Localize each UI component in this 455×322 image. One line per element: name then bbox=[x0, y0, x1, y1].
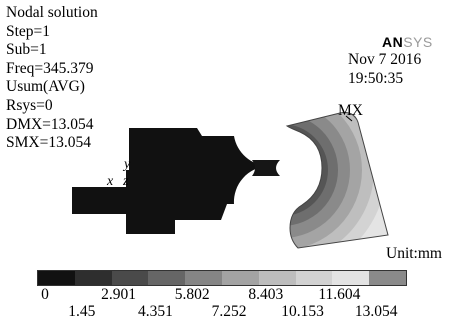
info-rsys: Rsys=0 bbox=[6, 96, 53, 114]
info-sub: Sub=1 bbox=[6, 41, 47, 59]
legend-bottom-label: 7.252 bbox=[211, 303, 247, 320]
legend-top-label: 2.901 bbox=[101, 286, 137, 303]
logo-an: AN bbox=[382, 34, 404, 50]
info-step: Step=1 bbox=[6, 22, 51, 40]
legend-bottom-label: 1.45 bbox=[68, 303, 96, 320]
legend-swatch-3 bbox=[148, 271, 186, 285]
info-usum: Usum(AVG) bbox=[6, 78, 85, 96]
contour-legend bbox=[37, 270, 407, 286]
legend-top-label: 11.604 bbox=[318, 286, 361, 303]
info-dmx: DMX=13.054 bbox=[6, 115, 94, 133]
legend-top-label: 5.802 bbox=[174, 286, 210, 303]
legend-top-label: 8.403 bbox=[248, 286, 284, 303]
axis-y-label: y bbox=[124, 157, 131, 172]
legend-swatch-7 bbox=[295, 271, 333, 285]
info-smx: SMX=13.054 bbox=[6, 134, 91, 152]
axis-z-label: z bbox=[123, 174, 129, 189]
legend-top-label: 0 bbox=[41, 286, 49, 303]
info-title: Nodal solution bbox=[6, 4, 98, 21]
logo-sys: SYS bbox=[403, 34, 433, 50]
legend-swatch-4 bbox=[185, 271, 222, 285]
legend-bottom-label: 10.153 bbox=[281, 303, 324, 320]
axis-x-label: x bbox=[107, 174, 114, 189]
model-neck bbox=[252, 160, 280, 176]
info-freq: Freq=345.379 bbox=[6, 59, 94, 77]
time-label: 19:50:35 bbox=[348, 70, 404, 87]
solution-info: Nodal solution Step=1 Sub=1 Freq=345.379… bbox=[6, 4, 98, 153]
legend-swatch-0 bbox=[38, 271, 75, 285]
legend-swatch-9 bbox=[369, 271, 406, 285]
legend-swatch-8 bbox=[332, 271, 370, 285]
max-label: MX bbox=[338, 102, 363, 119]
legend-swatch-5 bbox=[221, 271, 259, 285]
legend-bottom-label: 4.351 bbox=[137, 303, 173, 320]
model-left-body bbox=[72, 128, 268, 234]
date-label: Nov 7 2016 bbox=[348, 51, 422, 68]
model-right-outline bbox=[285, 112, 389, 249]
ansys-logo: ANSYS bbox=[382, 34, 433, 50]
legend-bottom-label: 13.054 bbox=[354, 303, 398, 320]
legend-swatch-1 bbox=[74, 271, 112, 285]
legend-swatch-2 bbox=[111, 271, 149, 285]
legend-swatch-6 bbox=[258, 271, 296, 285]
max-marker-line bbox=[345, 115, 353, 122]
unit-label: Unit:mm bbox=[386, 245, 442, 262]
